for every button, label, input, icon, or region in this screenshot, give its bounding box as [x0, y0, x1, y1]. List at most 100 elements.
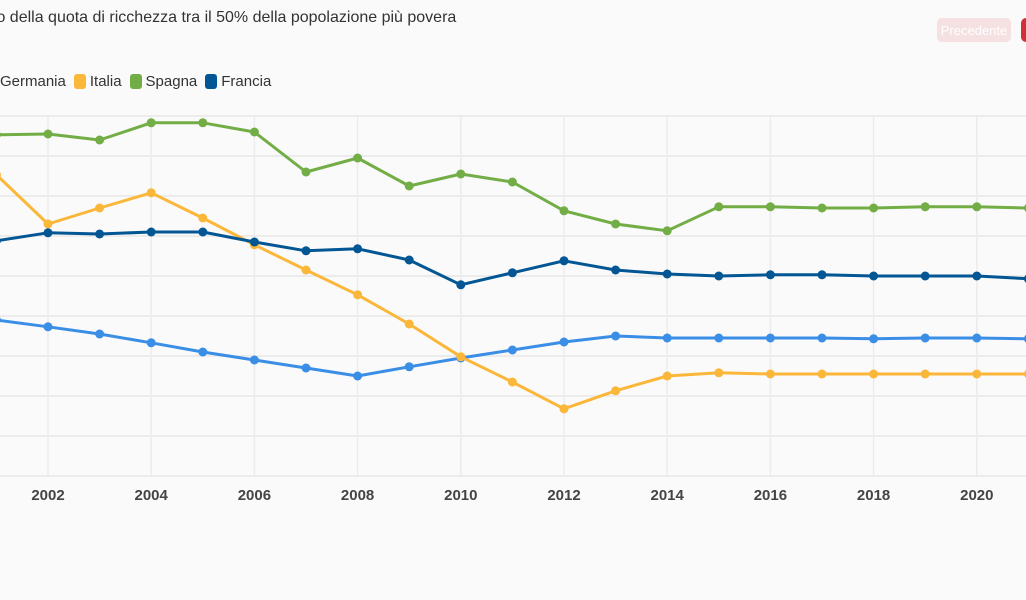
data-point-germania [146, 338, 156, 348]
data-point-francia [507, 268, 517, 278]
data-point-germania [662, 333, 672, 343]
data-point-italia [817, 369, 827, 379]
data-point-italia [765, 369, 775, 379]
x-tick-label: 2020 [960, 487, 993, 504]
data-point-italia [146, 188, 156, 198]
x-tick-label: 2006 [238, 487, 271, 504]
x-tick-label: 2004 [135, 487, 169, 504]
data-point-italia [353, 290, 363, 300]
data-point-spagna [95, 135, 105, 145]
data-point-francia [404, 255, 414, 265]
data-point-germania [559, 337, 569, 347]
data-point-francia [95, 229, 105, 239]
data-point-francia [198, 227, 208, 237]
x-tick-label: 2014 [651, 487, 685, 504]
data-point-spagna [1023, 204, 1026, 212]
data-point-francia [146, 227, 156, 237]
data-point-germania [301, 363, 311, 373]
series-line-spagna [0, 121, 1026, 233]
legend-item-spagna[interactable]: Spagna [129, 73, 198, 90]
data-point-francia [611, 265, 621, 275]
data-point-francia [765, 270, 775, 280]
data-point-francia [353, 244, 363, 254]
legend-label: Spagna [145, 73, 198, 90]
x-tick-label: 2010 [444, 487, 477, 504]
data-point-francia [920, 271, 930, 281]
data-point-italia [95, 203, 105, 213]
data-point-spagna [0, 132, 1, 138]
data-point-germania [1023, 334, 1026, 343]
data-point-francia [1023, 274, 1026, 283]
data-point-italia [43, 219, 53, 229]
data-point-spagna [765, 202, 775, 212]
data-point-spagna [869, 203, 879, 213]
legend-label: Germania [0, 73, 66, 90]
data-point-francia [817, 270, 827, 280]
data-point-germania [353, 371, 363, 381]
data-point-francia [301, 246, 311, 256]
data-point-germania [869, 334, 879, 344]
legend-item-italia[interactable]: Italia [73, 73, 122, 90]
data-point-germania [611, 331, 621, 341]
x-tick-label: 2008 [341, 487, 374, 504]
data-point-francia [869, 271, 879, 281]
data-point-italia [714, 368, 724, 378]
data-point-spagna [301, 167, 311, 177]
data-point-spagna [249, 127, 259, 137]
data-point-germania [714, 333, 724, 343]
data-point-italia [662, 371, 672, 381]
legend-label: Italia [89, 73, 122, 90]
data-point-italia [972, 369, 982, 379]
data-point-spagna [817, 203, 827, 213]
data-point-italia [456, 352, 466, 362]
data-point-francia [559, 256, 569, 266]
previous-button[interactable]: Precedente [937, 18, 1011, 42]
data-point-germania [249, 355, 259, 365]
data-point-francia [662, 269, 672, 279]
chart-title: to della quota di ricchezza tra il 50% d… [0, 9, 457, 26]
data-point-spagna [662, 226, 672, 236]
legend-item-francia[interactable]: Francia [205, 73, 271, 90]
data-point-italia [559, 404, 569, 414]
legend-swatch [205, 74, 218, 89]
x-tick-label: 2016 [754, 487, 787, 504]
data-point-spagna [507, 177, 517, 187]
data-point-francia [714, 271, 724, 281]
data-point-spagna [920, 202, 930, 212]
data-point-germania [198, 347, 208, 357]
data-point-spagna [198, 118, 208, 128]
data-point-spagna [146, 118, 156, 128]
data-point-italia [0, 172, 1, 178]
data-point-francia [456, 280, 466, 290]
data-point-spagna [972, 202, 982, 212]
data-point-spagna [559, 206, 569, 216]
data-point-germania [507, 345, 517, 355]
x-tick-label: 2002 [31, 487, 64, 504]
legend-swatch [73, 74, 86, 89]
data-point-spagna [43, 129, 53, 139]
data-point-spagna [714, 202, 724, 212]
data-point-germania [972, 333, 982, 343]
data-point-francia [972, 271, 982, 281]
data-point-spagna [456, 169, 466, 179]
data-point-francia [43, 228, 53, 238]
data-point-italia [1023, 370, 1026, 378]
data-point-italia [869, 369, 879, 379]
data-point-germania [920, 333, 930, 343]
data-point-italia [404, 319, 414, 329]
legend-swatch [129, 74, 142, 89]
legend-item-germania[interactable]: Germania [0, 73, 66, 90]
next-button[interactable] [1021, 18, 1026, 42]
data-point-spagna [404, 181, 414, 191]
data-point-germania [817, 333, 827, 343]
x-tick-label: 2012 [547, 487, 580, 504]
data-point-francia [0, 238, 1, 244]
data-point-italia [507, 377, 517, 387]
legend: Germania Italia Spagna Francia [0, 73, 271, 90]
data-point-italia [301, 265, 311, 275]
data-point-germania [404, 362, 414, 372]
data-point-germania [0, 317, 1, 323]
data-point-spagna [353, 153, 363, 163]
legend-label: Francia [221, 73, 272, 90]
